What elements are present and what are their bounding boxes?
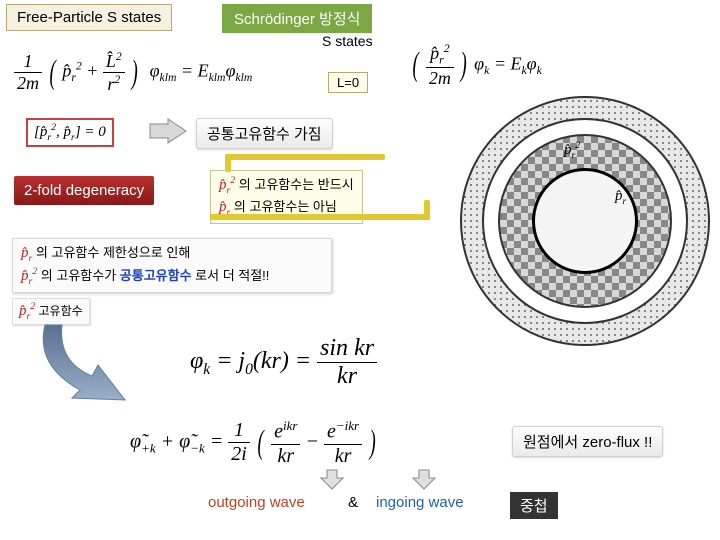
commutator-box: [p̂r2, p̂r] = 0 — [26, 118, 114, 147]
ampersand: & — [348, 494, 358, 511]
eq-main-right: ( p̂r22m ) φk = Ekφk — [410, 42, 542, 89]
degeneracy-box: 2-fold degeneracy — [14, 176, 154, 205]
common-eigen-label: 공통고유함수 가짐 — [196, 118, 333, 149]
sphere-diagram: p̂r2 p̂r — [460, 96, 710, 346]
zero-flux-box: 원점에서 zero-flux !! — [512, 426, 663, 457]
connector-bot-h — [210, 214, 430, 220]
sphere-pr2-label: p̂r2 — [564, 140, 580, 161]
sphere-pr-label: p̂r — [615, 188, 626, 207]
schrodinger-label: Schrödinger 방정식 — [222, 4, 372, 33]
eq-main-left: 12m ( p̂r2 + L̂2r2 ) φklm = Eklmφklm — [14, 50, 252, 95]
l-zero-box: L=0 — [328, 72, 368, 93]
curved-arrow-icon — [30, 320, 150, 410]
connector-top-h — [225, 154, 385, 160]
connector-top-v — [225, 154, 231, 172]
overlap-label: 중첩 — [510, 492, 558, 519]
down-arrow-2-icon — [412, 468, 436, 490]
down-arrow-1-icon — [320, 468, 344, 490]
arrow-right-icon — [148, 118, 188, 144]
outgoing-label: outgoing wave — [208, 494, 305, 511]
eq-phi-k: φk = j0(kr) = sin krkr — [190, 335, 377, 390]
eq-phi-tilde: φ̃+k + φ̃−k = 12i ( eikrkr − e−ikrkr ) — [130, 418, 378, 468]
restriction-box: p̂r 의 고유함수 제한성으로 인해 p̂r2 의 고유함수가 공통고유함수 … — [12, 238, 332, 293]
s-states-label: S states — [322, 33, 373, 49]
connector-bot-v — [424, 200, 430, 220]
ingoing-label: ingoing wave — [376, 494, 464, 511]
title-free-particle: Free-Particle S states — [6, 4, 172, 31]
